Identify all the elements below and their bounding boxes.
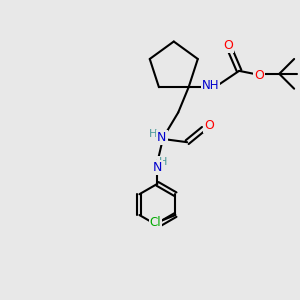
Text: N: N xyxy=(157,131,167,144)
Text: O: O xyxy=(223,39,233,52)
Text: Cl: Cl xyxy=(150,216,161,229)
Text: O: O xyxy=(254,68,264,82)
Text: H: H xyxy=(149,129,158,139)
Text: H: H xyxy=(159,157,167,167)
Text: O: O xyxy=(205,119,214,132)
Text: N: N xyxy=(153,161,162,174)
Text: NH: NH xyxy=(202,79,219,92)
